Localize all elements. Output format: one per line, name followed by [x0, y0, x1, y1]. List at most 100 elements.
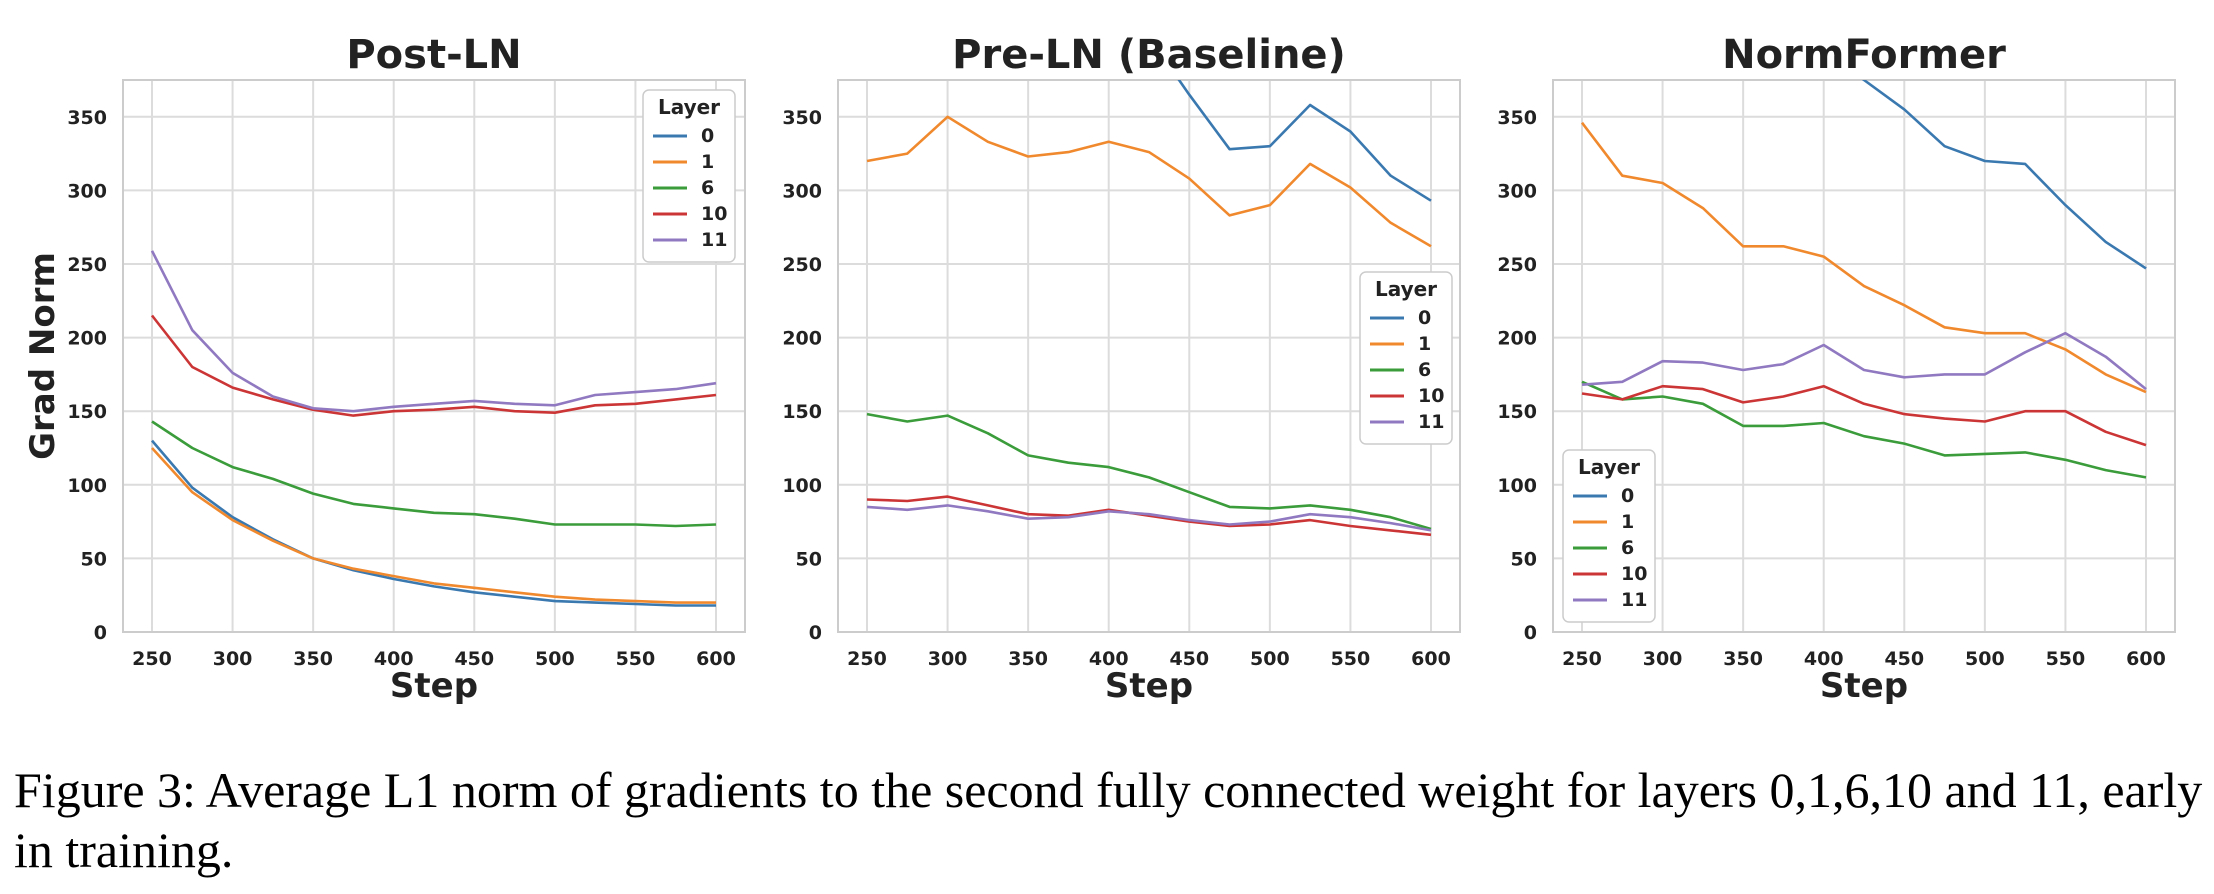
legend-label-1: 1 [1418, 333, 1431, 355]
y-tick-label: 200 [67, 328, 107, 350]
x-tick-label: 350 [1008, 648, 1048, 670]
chart-panel-2: 250 300 350 400 450 500 550 6000501001502002503… [782, 32, 1461, 706]
x-tick-label: 550 [2046, 648, 2086, 670]
y-tick-label: 250 [1497, 254, 1537, 276]
x-tick-label: 450 [454, 648, 494, 670]
x-tick-label: 450 [1169, 648, 1209, 670]
panel-title: NormFormer [1722, 32, 2006, 78]
x-tick-label: 550 [616, 648, 656, 670]
y-tick-label: 200 [1497, 328, 1537, 350]
series-line-layer-10 [866, 495, 1432, 537]
y-tick-label: 300 [67, 180, 107, 202]
series-line-layer-1 [151, 447, 716, 604]
x-tick-label: 300 [1643, 648, 1683, 670]
legend: Layer 0 1 6 10 11 [1562, 449, 1656, 623]
y-tick-label: 100 [67, 475, 107, 497]
legend-label-10: 10 [701, 203, 727, 225]
y-tick-label: 200 [782, 328, 822, 350]
x-tick-label: 400 [1089, 648, 1129, 670]
legend-title: Layer [1375, 277, 1437, 301]
y-tick-label: 250 [782, 254, 822, 276]
legend-box [642, 89, 736, 263]
series-group [150, 250, 717, 607]
legend-label-1: 1 [1621, 511, 1634, 533]
x-tick-label: 600 [1411, 648, 1451, 670]
series-line-layer-6 [151, 420, 717, 528]
y-tick-label: 50 [1511, 548, 1537, 570]
x-tick-label: 300 [213, 648, 253, 670]
legend-label-6: 6 [1418, 359, 1431, 381]
x-tick-label: 600 [2126, 648, 2166, 670]
x-tick-label: 350 [293, 648, 333, 670]
legend: Layer 0 1 6 10 11 [642, 89, 736, 263]
x-tick-label: 500 [535, 648, 575, 670]
y-tick-label: 0 [809, 622, 822, 644]
series-group [1580, 80, 2147, 479]
plot-area [123, 80, 745, 632]
legend-label-6: 6 [1621, 537, 1634, 559]
legend-label-11: 11 [1418, 411, 1444, 433]
x-tick-label: 400 [374, 648, 414, 670]
legend-label-0: 0 [1418, 307, 1431, 329]
x-tick-label: 250 [132, 648, 172, 670]
y-tick-label: 350 [67, 107, 107, 129]
legend-label-11: 11 [701, 229, 727, 251]
y-tick-label: 100 [1497, 475, 1537, 497]
series-line-layer-0 [151, 439, 716, 607]
figure-caption: Figure 3: Average L1 norm of gradients t… [14, 762, 2203, 878]
x-tick-label: 550 [1331, 648, 1371, 670]
chart-panel-3: 250 300 350 400 450 500 550 600 0 50 100 150 200 250 3… [1497, 32, 2176, 706]
series-line-layer-10 [1581, 384, 2147, 447]
series-line-layer-11 [1581, 331, 2147, 391]
plot-area [1553, 80, 2175, 632]
y-tick-label: 50 [796, 548, 822, 570]
panel-title: Post-LN [346, 32, 521, 78]
y-tick-label: 300 [1497, 180, 1537, 202]
y-tick-label: 350 [1497, 107, 1537, 129]
chart-panel-1: 250 300 350 400 450 500 550 6000501001502002503… [23, 32, 746, 706]
y-tick-label: 150 [782, 401, 822, 423]
series-line-layer-11 [866, 504, 1432, 532]
legend-label-0: 0 [1621, 485, 1634, 507]
y-tick-label: 150 [67, 401, 107, 423]
x-axis-label: Step [1820, 666, 1908, 706]
legend-label-10: 10 [1621, 563, 1647, 585]
y-tick-label: 250 [67, 254, 107, 276]
legend-label-1: 1 [701, 151, 714, 173]
x-tick-label: 250 [847, 648, 887, 670]
plot-frame [837, 79, 1461, 633]
legend-box [1562, 449, 1656, 623]
series-line-layer-11 [150, 250, 717, 413]
x-tick-label: 400 [1804, 648, 1844, 670]
series-line-layer-1 [1580, 121, 2147, 394]
legend-label-10: 10 [1418, 385, 1444, 407]
x-tick-label: 500 [1965, 648, 2005, 670]
y-tick-label: 0 [94, 622, 107, 644]
series-group [866, 80, 1432, 537]
legend: Layer 0 1 6 10 11 [1359, 271, 1453, 445]
y-tick-label: 100 [782, 475, 822, 497]
series-line-layer-10 [150, 314, 717, 417]
series-line-layer-1 [866, 115, 1432, 248]
y-tick-label: 350 [782, 107, 822, 129]
series-line-layer-6 [866, 412, 1432, 531]
x-tick-label: 250 [1562, 648, 1602, 670]
x-tick-label: 450 [1884, 648, 1924, 670]
x-tick-label: 350 [1723, 648, 1763, 670]
legend-title: Layer [658, 95, 720, 119]
legend-label-0: 0 [701, 125, 714, 147]
y-tick-label: 150 [1497, 401, 1537, 423]
x-tick-label: 600 [696, 648, 736, 670]
series-line-layer-0 [1861, 80, 2147, 270]
plot-area [838, 80, 1460, 632]
figure-canvas: 250 300 350 400 450 500 550 6000501001502002503… [23, 32, 2176, 706]
series-line-layer-0 [1177, 80, 1432, 202]
panel-title: Pre-LN (Baseline) [952, 32, 1346, 78]
legend-label-6: 6 [701, 177, 714, 199]
x-tick-label: 500 [1250, 648, 1290, 670]
legend-box [1359, 271, 1453, 445]
plot-frame [122, 79, 746, 633]
y-axis-label: Grad Norm [23, 252, 63, 460]
y-tick-label: 300 [782, 180, 822, 202]
legend-title: Layer [1578, 455, 1640, 479]
